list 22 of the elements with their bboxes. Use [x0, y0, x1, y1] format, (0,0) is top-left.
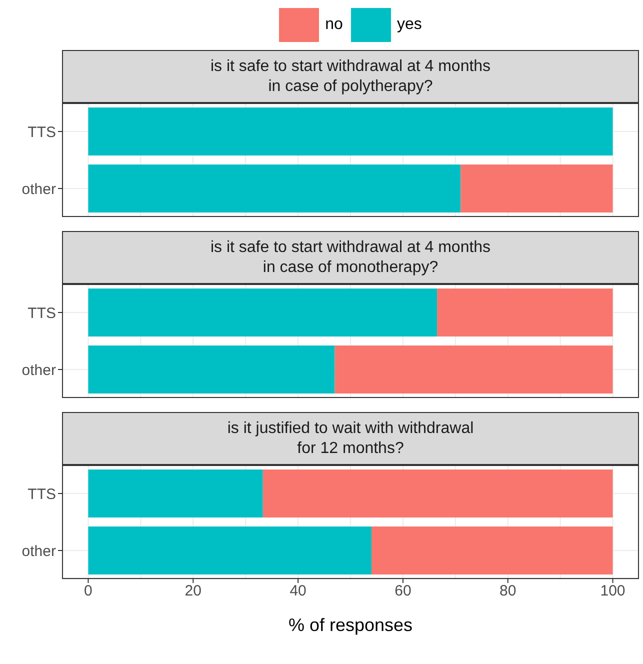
x-tick-label: 0 [84, 582, 92, 600]
legend-label: no [325, 16, 343, 34]
y-tick-label: TTS [28, 486, 56, 503]
chart-title: is it safe to start withdrawal at 4 months in case of polytherapy? [62, 50, 639, 103]
bar [88, 526, 372, 575]
x-tick-label: 100 [600, 582, 626, 600]
bar [371, 526, 613, 575]
chart-title: is it justified to wait with withdrawal for 12 months? [62, 412, 639, 465]
chart-title: is it safe to start withdrawal at 4 months in case of monotherapy? [62, 231, 639, 284]
y-tick-label: other [22, 542, 56, 560]
x-tick-label: 60 [394, 582, 412, 600]
legend-label: yes [396, 16, 422, 34]
y-tick-label: other [22, 180, 56, 198]
y-tick-label: TTS [28, 124, 56, 141]
x-tick-label: 80 [500, 582, 516, 600]
bar [88, 470, 263, 518]
x-tick-label: 20 [184, 582, 202, 600]
y-tick-label: other [22, 362, 56, 379]
x-axis-title: % of responses [288, 615, 413, 635]
y-tick-label: TTS [28, 304, 56, 322]
x-tick-label: 40 [290, 582, 306, 600]
bar [262, 470, 613, 518]
